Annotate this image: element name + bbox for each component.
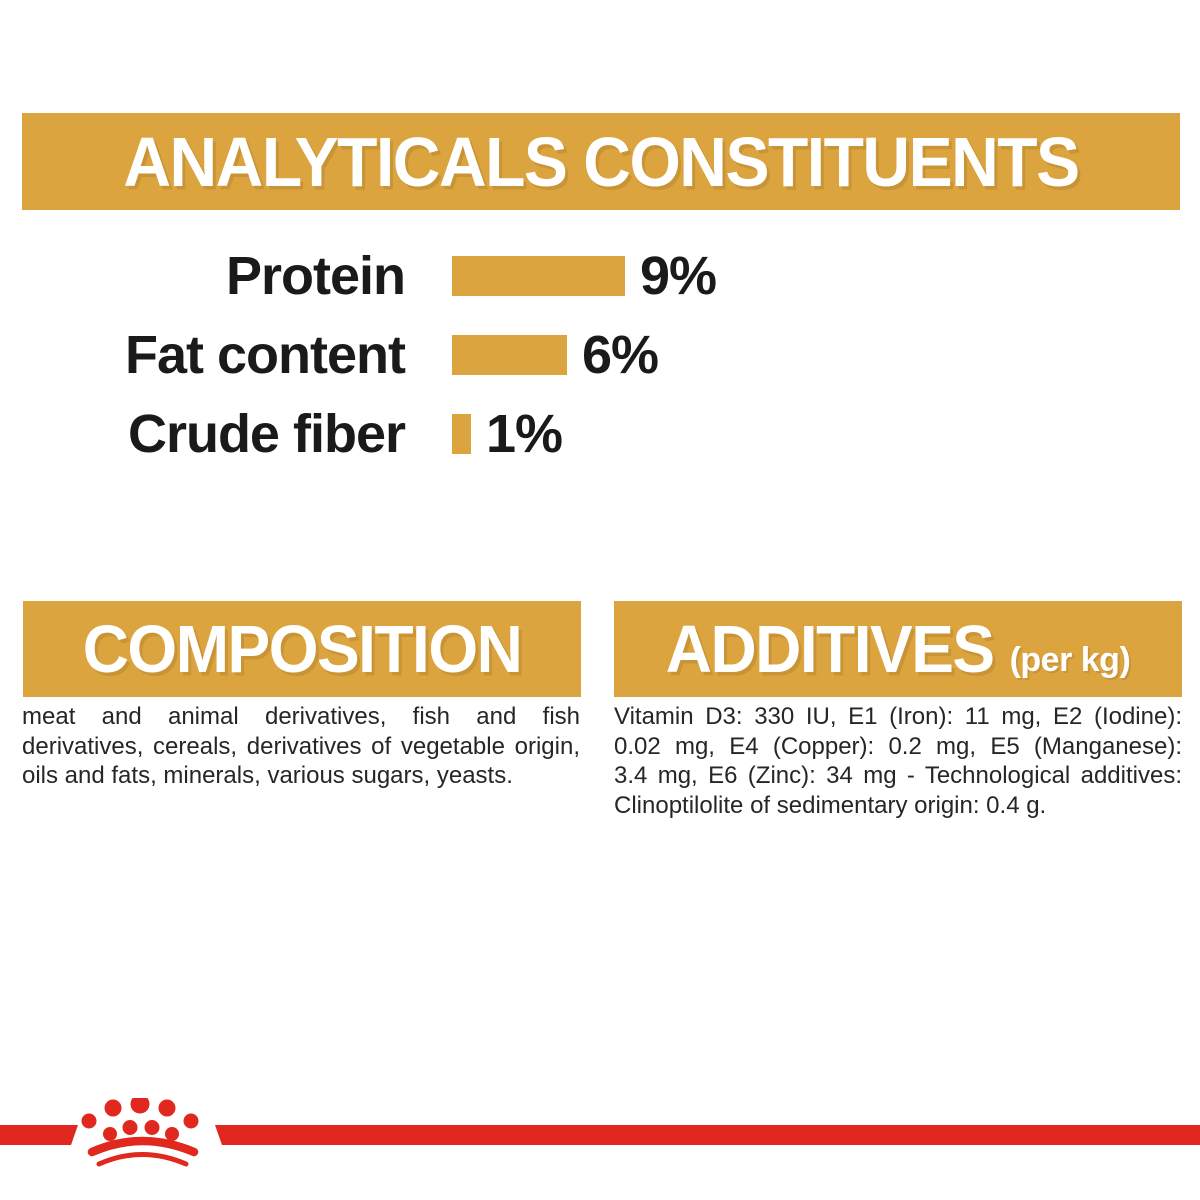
crown-dots <box>81 1098 199 1141</box>
chart-bar <box>452 255 625 296</box>
chart-row: Crude fiber 1% <box>60 394 820 473</box>
royal-canin-crown-logo <box>81 1098 199 1167</box>
chart-bar <box>452 413 471 454</box>
additives-title-group: ADDITIVES (per kg) <box>665 611 1131 687</box>
crown-arcs <box>87 1136 199 1167</box>
text-line: 0.02 mg, E4 (Copper): 0.2 mg, E5 (Mangan… <box>614 732 1182 760</box>
constituents-chart: Protein 9% Fat content 6% Crude fiber 1% <box>60 236 820 473</box>
analyticals-title: ANALYTICALS CONSTITUENTS <box>123 122 1080 201</box>
text-line: Clinoptilolite of sedimentary origin: 0.… <box>614 791 1047 819</box>
chart-category-label: Fat content <box>125 324 406 385</box>
red-stripe-right <box>215 1125 1200 1145</box>
chart-value-label: 1% <box>486 403 563 464</box>
chart-value-label: 6% <box>582 324 659 385</box>
text-line: 3.4 mg, E6 (Zinc): 34 mg - Technological… <box>614 762 1182 789</box>
chart-row: Protein 9% <box>60 236 820 315</box>
additives-banner: ADDITIVES (per kg) <box>614 601 1182 697</box>
composition-title: COMPOSITION <box>82 611 523 687</box>
chart-category-label: Crude fiber <box>127 403 406 464</box>
additives-title: ADDITIVES <box>665 611 995 687</box>
composition-text: meat and animal derivatives, fish and fi… <box>22 702 580 791</box>
chart-bar <box>452 334 567 375</box>
text-line: Vitamin D3: 330 IU, E1 (Iron): 11 mg, E2… <box>614 703 1182 730</box>
additives-per-kg-note: (per kg) <box>1009 641 1131 679</box>
chart-row: Fat content 6% <box>60 315 820 394</box>
red-stripe-left <box>0 1125 78 1145</box>
additives-text: Vitamin D3: 330 IU, E1 (Iron): 11 mg, E2… <box>614 702 1182 820</box>
analyticals-banner: ANALYTICALS CONSTITUENTS <box>22 113 1180 210</box>
text-line: meat and animal derivatives, fish and fi… <box>22 703 580 730</box>
text-line: derivatives, cereals, derivatives of veg… <box>22 732 580 760</box>
text-line: oils and fats, minerals, various sugars,… <box>22 762 513 789</box>
chart-value-label: 9% <box>640 245 717 306</box>
chart-category-label: Protein <box>225 245 406 306</box>
composition-banner: COMPOSITION <box>23 601 581 697</box>
